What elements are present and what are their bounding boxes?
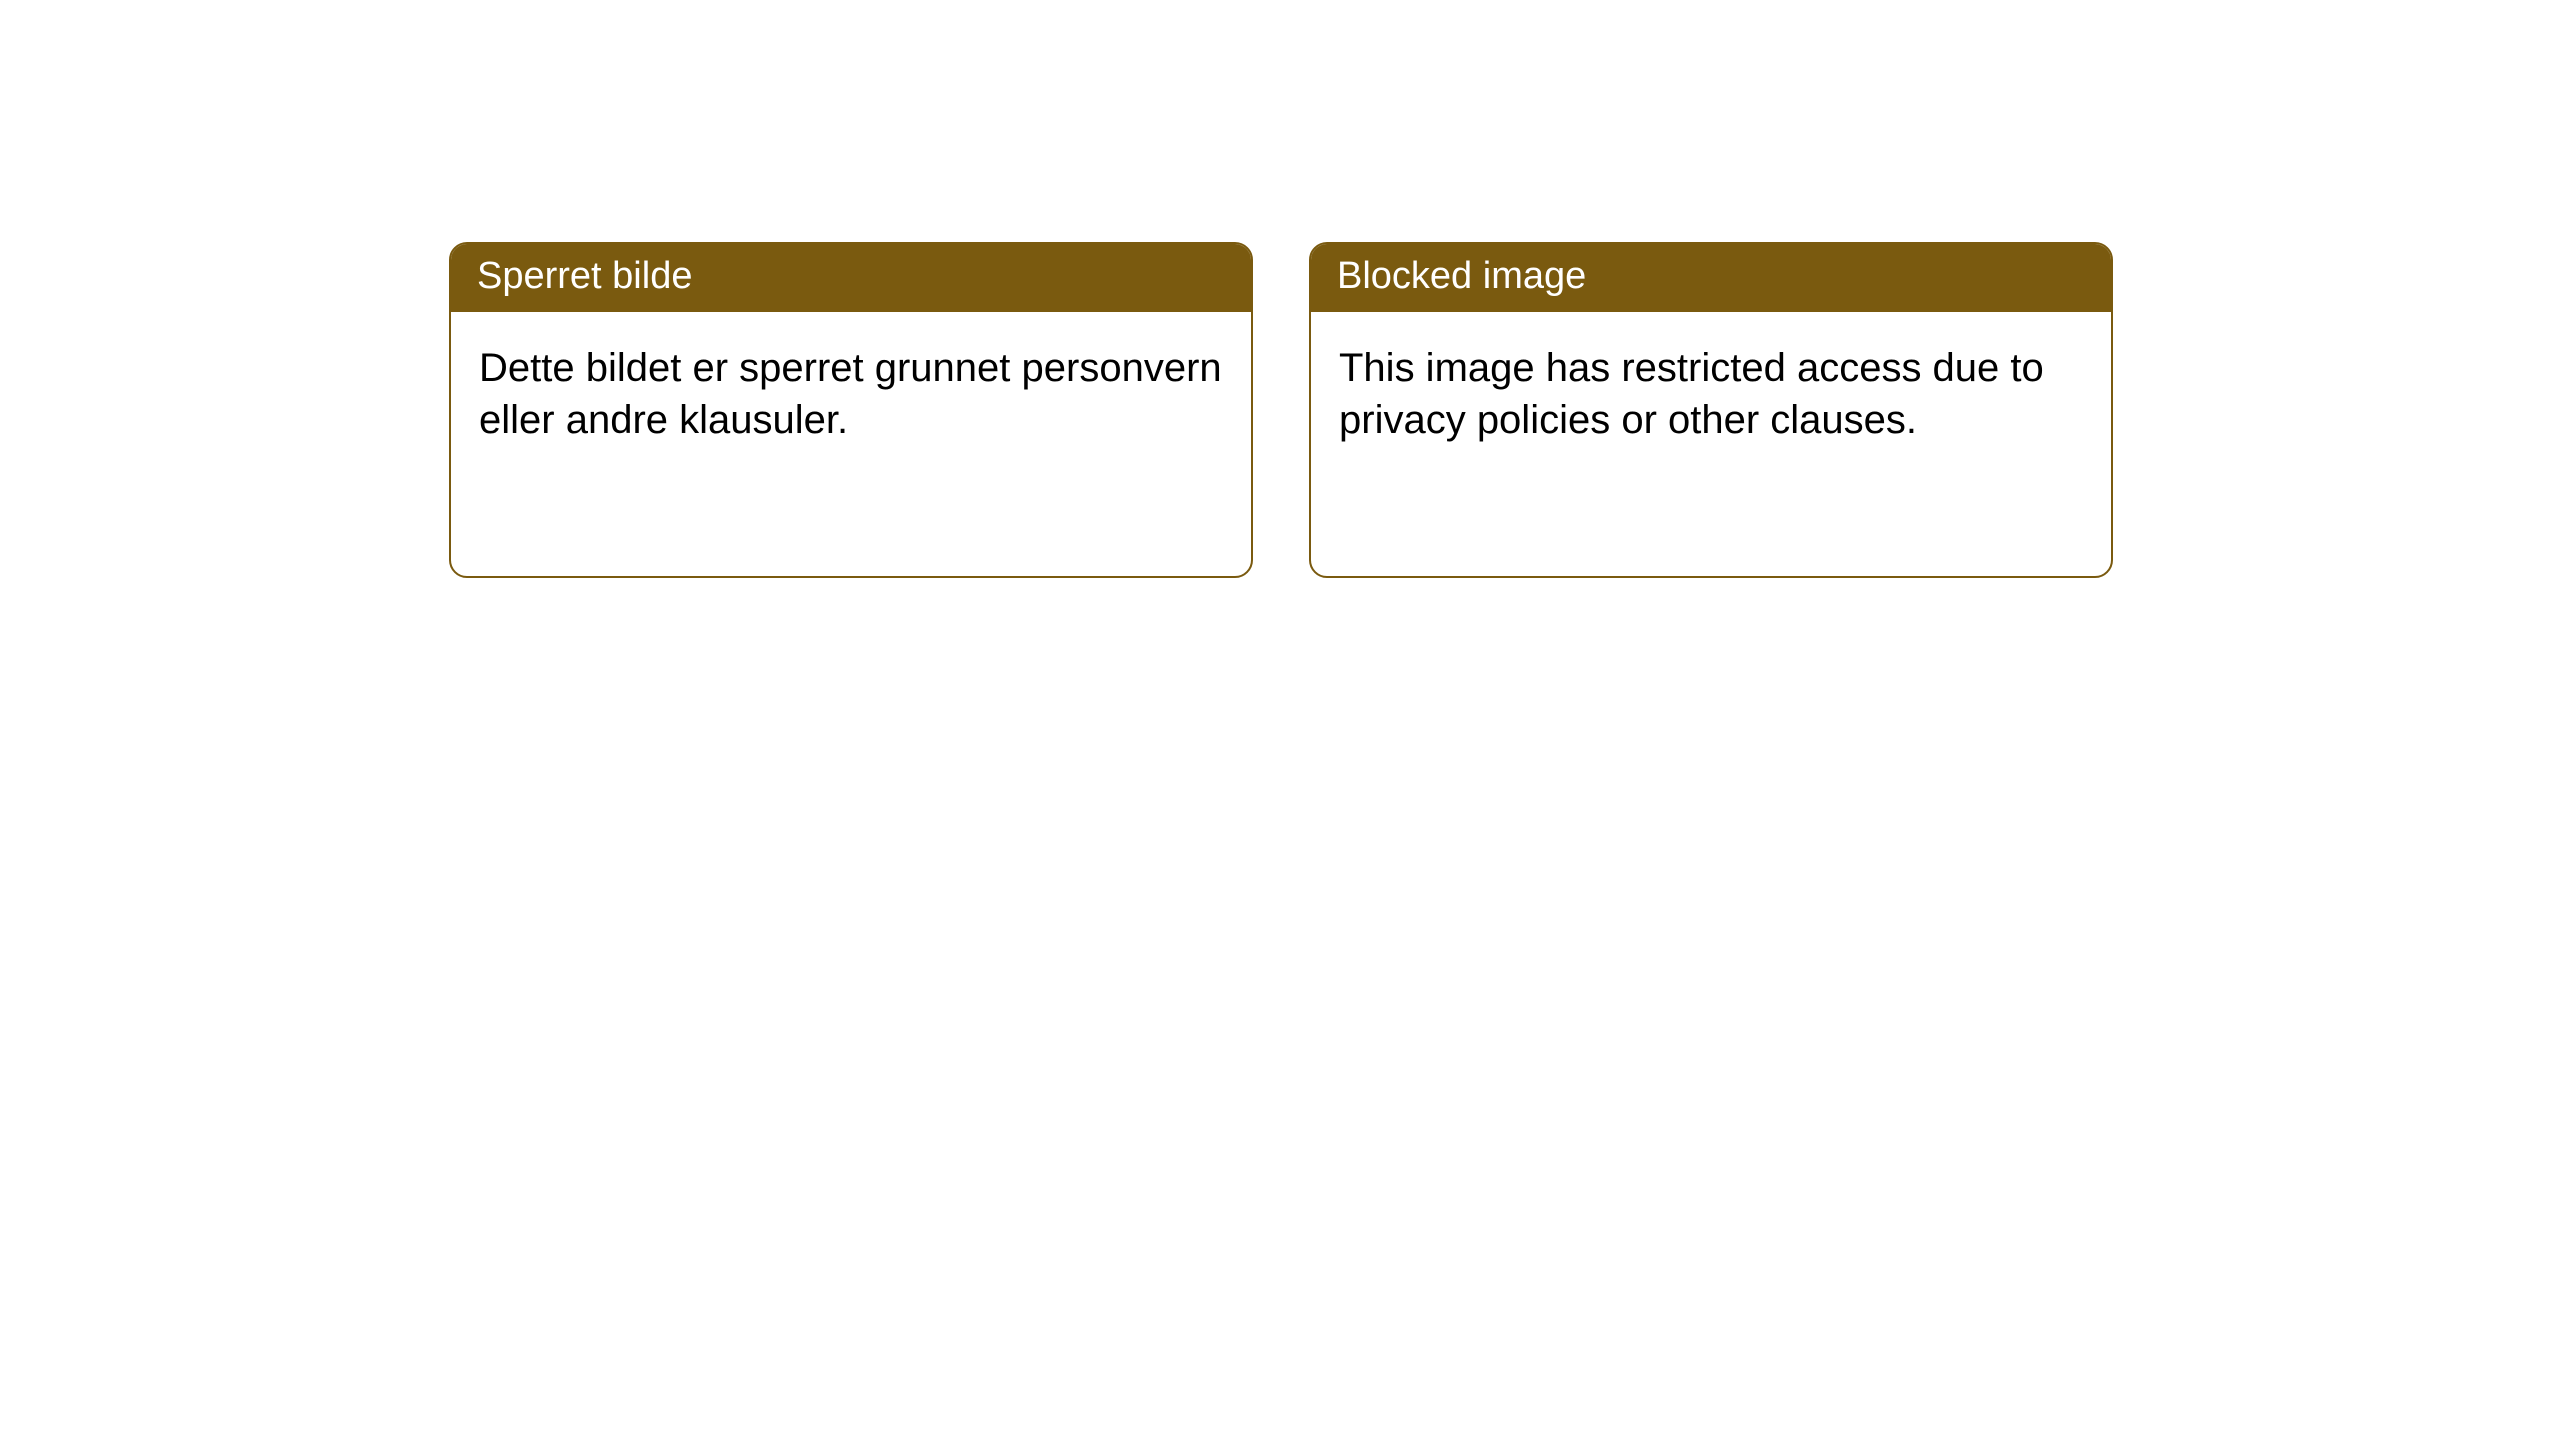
card-header-norwegian: Sperret bilde — [451, 244, 1251, 312]
blocked-card-norwegian: Sperret bilde Dette bildet er sperret gr… — [449, 242, 1253, 578]
notice-container: Sperret bilde Dette bildet er sperret gr… — [449, 242, 2113, 578]
card-body-norwegian: Dette bildet er sperret grunnet personve… — [451, 312, 1251, 478]
blocked-card-english: Blocked image This image has restricted … — [1309, 242, 2113, 578]
card-header-english: Blocked image — [1311, 244, 2111, 312]
card-body-english: This image has restricted access due to … — [1311, 312, 2111, 478]
